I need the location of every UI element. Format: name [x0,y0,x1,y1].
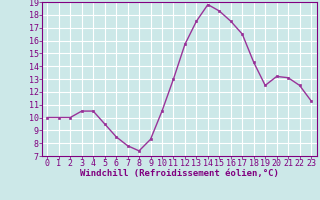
X-axis label: Windchill (Refroidissement éolien,°C): Windchill (Refroidissement éolien,°C) [80,169,279,178]
